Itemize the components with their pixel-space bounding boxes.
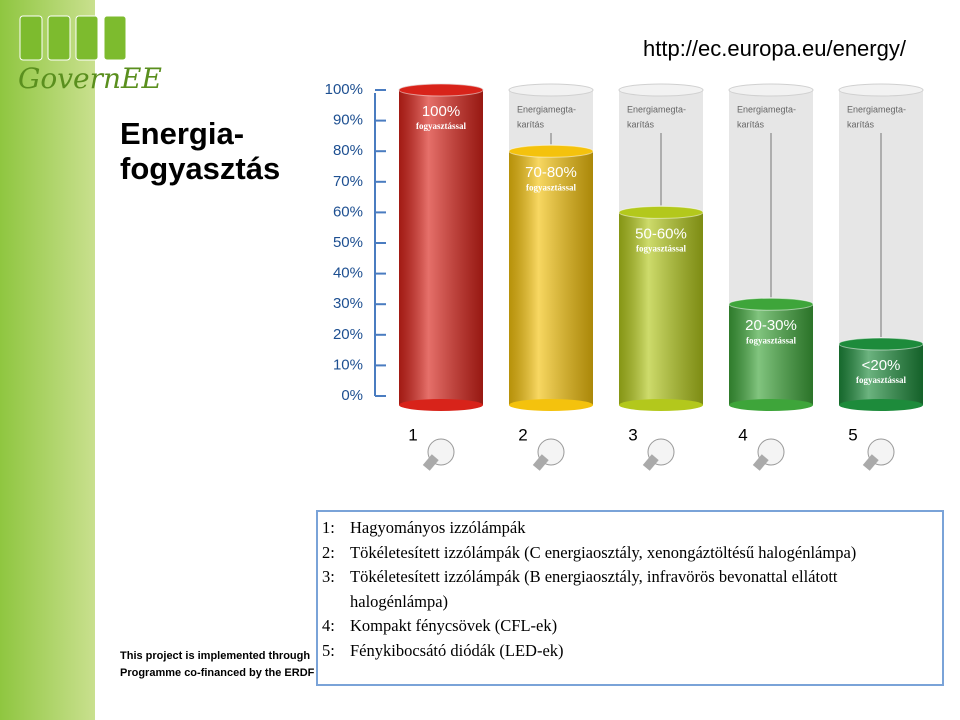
x-tick-label: 3 bbox=[628, 425, 637, 444]
bulb-base bbox=[752, 454, 769, 471]
logo-icons bbox=[19, 15, 127, 61]
bar-bottom bbox=[619, 399, 703, 411]
y-tick-label: 50% bbox=[333, 234, 363, 251]
bar-bottom bbox=[399, 399, 483, 411]
y-tick-label: 100% bbox=[325, 81, 363, 98]
legend-item: 5: Fénykibocsátó diódák (LED-ek) bbox=[318, 639, 942, 664]
y-tick-label: 10% bbox=[333, 356, 363, 373]
cylinder-top bbox=[508, 83, 594, 97]
value-label: 20-30% bbox=[745, 317, 797, 334]
legend-number: 5: bbox=[322, 640, 335, 660]
logo: GovernEE bbox=[18, 62, 162, 95]
bar-bottom bbox=[509, 399, 593, 411]
legend-item: 3: Tökéletesített izzólámpák (B energiaos… bbox=[318, 565, 942, 614]
bar-shade bbox=[619, 212, 703, 405]
bulb-base bbox=[532, 454, 549, 471]
value-label: 70-80% bbox=[525, 164, 577, 181]
bar-top bbox=[728, 297, 814, 311]
y-tick-label: 20% bbox=[333, 326, 363, 343]
x-tick-label: 1 bbox=[408, 425, 417, 444]
legend-number: 4: bbox=[322, 616, 335, 635]
y-tick-label: 40% bbox=[333, 265, 363, 282]
x-tick-label: 5 bbox=[848, 425, 857, 444]
x-tick-label: 2 bbox=[518, 425, 527, 444]
legend-number: 3: bbox=[322, 567, 335, 586]
cylinder-top bbox=[728, 83, 814, 97]
legend-text: Kompakt fénycsövek (CFL-ek) bbox=[350, 616, 558, 635]
annotation: Energiamegta- bbox=[627, 104, 686, 114]
source-url: http://ec.europa.eu/energy/ bbox=[643, 36, 906, 61]
value-sublabel: fogyasztással bbox=[856, 375, 906, 385]
y-tick-label: 60% bbox=[333, 203, 363, 220]
legend-text: Fénykibocsátó diódák (LED-ek) bbox=[350, 640, 564, 660]
cylinder-top bbox=[618, 83, 704, 97]
y-tick-label: 90% bbox=[333, 112, 363, 129]
bulb-base bbox=[422, 454, 439, 471]
legend-text: Hagyományos izzólámpák bbox=[350, 518, 526, 537]
annotation: karítás bbox=[627, 119, 655, 129]
bar-shade bbox=[399, 90, 483, 405]
bar-shade bbox=[509, 151, 593, 405]
annotation: karítás bbox=[517, 119, 545, 129]
x-tick-label: 4 bbox=[738, 425, 747, 444]
annotation: Energiamegta- bbox=[847, 104, 906, 114]
legend-text: Tökéletesített izzólámpák (C energiaoszt… bbox=[350, 542, 857, 562]
legend-number: 2: bbox=[322, 542, 335, 562]
y-tick-label: 30% bbox=[333, 295, 363, 312]
value-label: 50-60% bbox=[635, 225, 687, 242]
annotation: Energiamegta- bbox=[737, 104, 796, 114]
bar-top bbox=[838, 337, 924, 351]
y-tick-label: 70% bbox=[333, 173, 363, 190]
legend-text: Tökéletesített izzólámpák (B energiaoszt… bbox=[350, 567, 838, 611]
value-sublabel: fogyasztással bbox=[746, 335, 796, 345]
legend-item: 1: Hagyományos izzólámpák bbox=[318, 516, 942, 541]
bar-shade bbox=[729, 304, 813, 405]
side-strip bbox=[0, 0, 95, 720]
value-label: <20% bbox=[862, 357, 901, 374]
annotation: karítás bbox=[847, 119, 875, 129]
bar-bottom bbox=[839, 399, 923, 411]
value-sublabel: fogyasztással bbox=[636, 243, 686, 253]
slide-title: Energia- fogyasztás bbox=[120, 116, 280, 186]
title-line: Energia- bbox=[120, 116, 245, 151]
bulb-base bbox=[862, 454, 879, 471]
bar-bottom bbox=[729, 399, 813, 411]
footer-line: This project is implemented through bbox=[120, 650, 311, 662]
bar-shade bbox=[839, 343, 923, 405]
chart: 0%10%20%30%40%50%60%70%80%90%100%100%fog… bbox=[325, 81, 924, 471]
legend-item: 2: Tökéletesített izzólámpák (C energiaos… bbox=[318, 541, 942, 566]
bar-top bbox=[618, 205, 704, 219]
y-tick-label: 0% bbox=[341, 387, 363, 404]
footer-line: Programme co-financed by the ERDF bbox=[120, 667, 315, 679]
title-line: fogyasztás bbox=[120, 151, 281, 186]
value-label: 100% bbox=[422, 103, 460, 120]
legend-number: 1: bbox=[322, 518, 335, 537]
value-sublabel: fogyasztással bbox=[526, 182, 576, 192]
bar-top bbox=[398, 83, 484, 97]
value-sublabel: fogyasztással bbox=[416, 121, 466, 131]
footer: This project is implemented through Prog… bbox=[120, 648, 314, 682]
annotation: karítás bbox=[737, 119, 765, 129]
cylinder-top bbox=[838, 83, 924, 97]
legend-box: 1: Hagyományos izzólámpák 2: Tökéletesített… bbox=[316, 510, 944, 686]
annotation: Energiamegta- bbox=[517, 104, 576, 114]
legend-item: 4: Kompakt fénycsövek (CFL-ek) bbox=[318, 614, 942, 639]
bar-top bbox=[508, 144, 594, 158]
y-tick-label: 80% bbox=[333, 142, 363, 159]
bulb-base bbox=[642, 454, 659, 471]
